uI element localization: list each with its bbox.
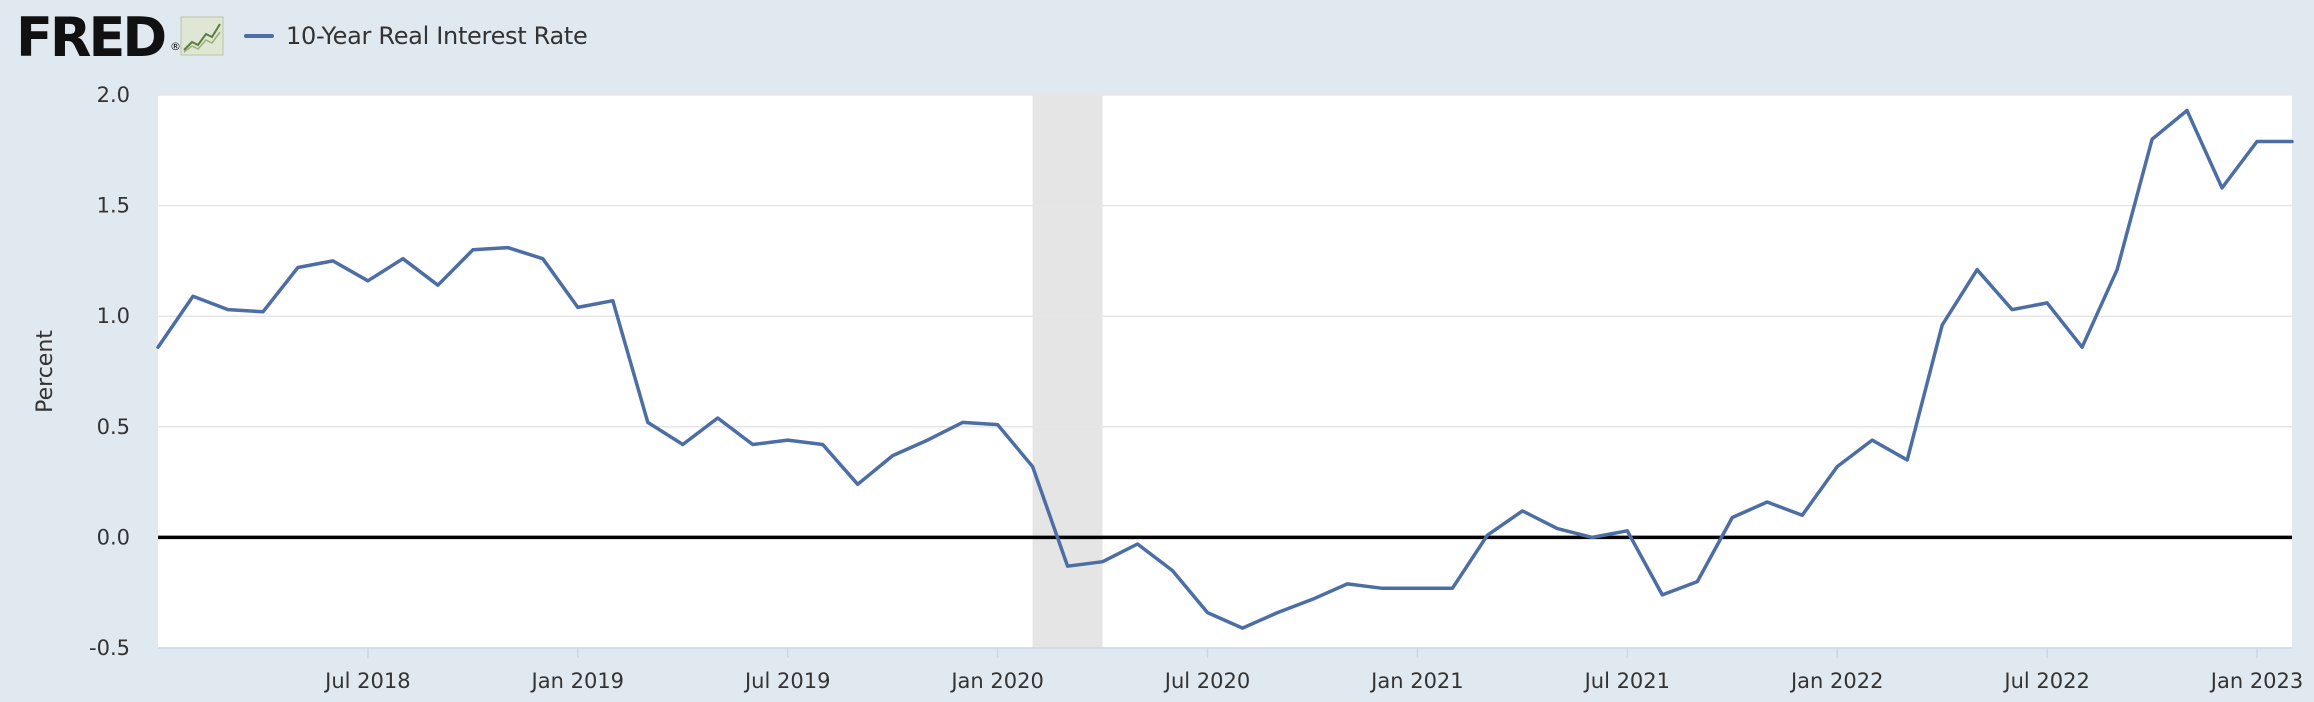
data-point — [1626, 529, 1629, 532]
data-point — [611, 299, 614, 302]
legend-series-label: 10-Year Real Interest Rate — [286, 22, 588, 50]
data-point — [1661, 593, 1664, 597]
data-point — [1591, 536, 1594, 539]
data-point — [471, 248, 475, 251]
data-point — [1871, 438, 1874, 442]
series-line — [156, 108, 2294, 630]
data-point — [366, 279, 370, 282]
data-point — [2115, 268, 2119, 271]
data-point — [1311, 598, 1314, 601]
data-point — [1276, 611, 1279, 614]
data-point — [331, 259, 335, 263]
data-point — [1381, 587, 1384, 590]
data-point — [226, 308, 230, 311]
data-point — [646, 421, 649, 424]
data-point — [506, 246, 509, 249]
data-point — [401, 257, 405, 260]
data-point — [156, 346, 160, 349]
data-point — [996, 423, 999, 426]
y-tick-label: 1.0 — [97, 304, 130, 328]
data-point — [1101, 560, 1104, 563]
data-point — [1031, 465, 1034, 468]
data-point — [1416, 587, 1419, 590]
data-point — [1906, 458, 1909, 462]
recession-shading — [1032, 95, 1103, 648]
data-point — [2045, 301, 2049, 305]
data-point — [2150, 138, 2154, 141]
y-tick-label: -0.5 — [89, 636, 130, 660]
data-point — [1836, 465, 1839, 468]
data-point — [961, 421, 964, 424]
data-point — [821, 443, 824, 446]
data-point — [2080, 346, 2084, 349]
legend-swatch — [244, 34, 274, 38]
x-tick-label: Jan 2020 — [949, 669, 1044, 693]
plot-area — [158, 95, 2292, 648]
data-point — [1941, 323, 1944, 327]
data-point — [1451, 587, 1454, 590]
data-point — [541, 257, 544, 260]
data-point — [786, 438, 789, 442]
data-point — [191, 295, 195, 298]
data-point — [2290, 140, 2294, 143]
data-point — [1136, 542, 1139, 546]
trend-line-graph-icon — [180, 16, 224, 56]
x-tick-label: Jul 2019 — [743, 669, 830, 693]
legend[interactable]: 10-Year Real Interest Rate — [244, 18, 588, 54]
data-point — [856, 483, 859, 486]
data-point — [296, 266, 300, 269]
x-tick-label: Jan 2022 — [1789, 669, 1884, 693]
data-point — [1206, 611, 1209, 614]
data-point — [1556, 527, 1559, 530]
x-tick-label: Jul 2020 — [1163, 669, 1250, 693]
data-point — [1801, 514, 1804, 517]
data-point — [1241, 626, 1244, 630]
x-tick-label: Jan 2021 — [1369, 669, 1464, 693]
y-axis-label: Percent — [33, 330, 58, 413]
x-tick-label: Jan 2019 — [530, 669, 625, 693]
data-point — [1975, 268, 1979, 271]
chart-header: FRED ® 10-Year Real Interest Rate — [0, 0, 2314, 75]
data-point — [1486, 534, 1489, 537]
y-tick-label: 0.0 — [97, 525, 130, 549]
data-point — [1171, 569, 1174, 572]
y-tick-label: 0.5 — [97, 415, 130, 439]
data-point — [1766, 500, 1769, 504]
data-point — [2185, 109, 2189, 112]
x-tick-label: Jul 2021 — [1583, 669, 1670, 693]
data-point — [1066, 565, 1069, 568]
data-point — [1521, 509, 1524, 513]
data-point — [2010, 308, 2014, 311]
data-point — [751, 443, 754, 446]
data-point — [1731, 516, 1734, 519]
x-tick-label: Jan 2023 — [2209, 669, 2304, 693]
data-point — [261, 310, 265, 313]
x-tick-label: Jul 2018 — [323, 669, 410, 693]
y-tick-label: 2.0 — [97, 83, 130, 107]
data-point — [436, 284, 440, 287]
y-tick-label: 1.5 — [97, 194, 130, 218]
data-point — [1346, 582, 1349, 586]
data-point — [891, 454, 894, 457]
data-point — [681, 443, 684, 446]
fred-logo[interactable]: FRED — [16, 6, 167, 69]
registered-mark: ® — [170, 40, 181, 53]
data-point — [1696, 580, 1699, 583]
data-point — [576, 306, 579, 309]
data-point — [716, 416, 719, 420]
data-point — [926, 438, 929, 442]
data-point — [2220, 186, 2224, 190]
data-point — [2255, 140, 2259, 143]
x-tick-label: Jul 2022 — [2002, 669, 2089, 693]
